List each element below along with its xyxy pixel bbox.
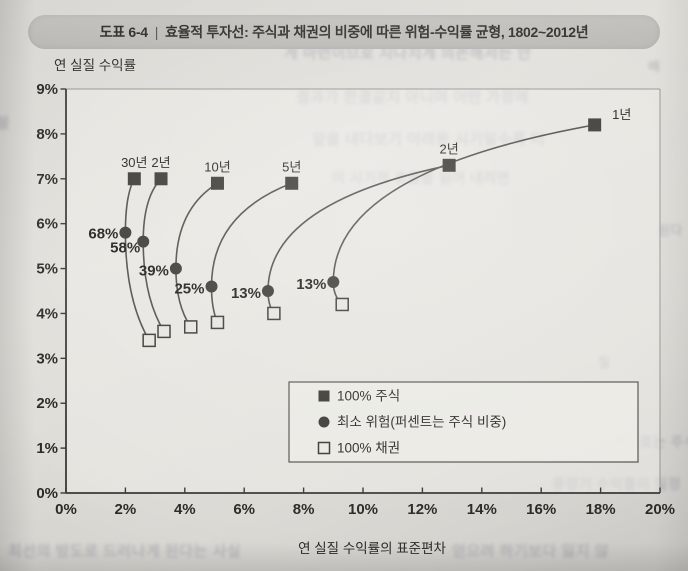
period-label: 30년 <box>121 155 147 170</box>
y-tick-label: 2% <box>36 395 58 412</box>
min-risk-marker-2년 <box>137 235 150 248</box>
stock-marker-30년 <box>127 172 141 186</box>
min-risk-marker-1년 <box>327 276 340 289</box>
x-tick-label: 2% <box>115 501 137 518</box>
x-tick-label: 4% <box>174 501 196 518</box>
legend-label: 100% 채권 <box>337 441 400 456</box>
y-tick-label: 4% <box>36 305 58 322</box>
stock-weight-label: 39% <box>139 263 169 280</box>
legend-label: 최소 위험(퍼센트는 주식 비중) <box>337 415 506 430</box>
stock-marker-2년 <box>442 158 456 172</box>
frontier-curve-2년 <box>267 164 450 314</box>
bond-marker-10년 <box>183 320 198 334</box>
min-risk-marker-10년 <box>169 262 182 275</box>
caption-separator: | <box>154 24 159 40</box>
x-tick-label: 14% <box>467 501 497 518</box>
y-axis-title: 연 실질 수익률 <box>54 58 136 73</box>
frontier-curve-1년 <box>332 124 595 306</box>
legend-box <box>288 381 639 463</box>
stock-weight-label: 13% <box>231 285 261 302</box>
y-tick-label: 3% <box>36 350 58 367</box>
x-tick-label: 12% <box>407 501 437 518</box>
stock-marker-5년 <box>285 176 299 190</box>
stock-weight-label: 13% <box>296 276 326 293</box>
figure-caption: 도표 6-4 | 효율적 투자선: 주식과 채권의 비중에 따른 위험-수익률 … <box>28 15 660 49</box>
stock-marker-2년 <box>154 172 168 186</box>
y-tick-label: 5% <box>36 261 58 278</box>
bond-marker-5년 <box>210 315 225 330</box>
y-tick-label: 6% <box>36 216 58 233</box>
min-risk-marker-5년 <box>205 280 218 293</box>
period-label: 2년 <box>439 141 458 156</box>
point-labels: 30년 68% 2년 58% 10년 39% 5년 25% 2년 13% 1년 13% <box>88 107 631 302</box>
min-risk-marker-30년 <box>119 226 132 239</box>
bond-marker-2년 <box>267 306 281 321</box>
y-tick-label: 8% <box>36 126 58 143</box>
figure-number: 도표 6-4 <box>99 24 148 40</box>
legend-filled-square-icon <box>318 390 330 402</box>
x-tick-label: 20% <box>645 501 675 518</box>
period-label: 2년 <box>151 155 170 170</box>
legend-filled-circle-icon <box>318 416 330 428</box>
x-tick-label: 16% <box>526 501 556 518</box>
data-markers <box>119 118 602 348</box>
y-tick-label: 7% <box>36 171 58 188</box>
stock-weight-label: 68% <box>88 226 118 243</box>
x-axis-title: 연 실질 수익률의 표준편차 <box>298 541 446 556</box>
stock-weight-label: 58% <box>110 240 140 257</box>
x-tick-label: 6% <box>233 501 255 518</box>
y-tick-label: 1% <box>36 440 58 457</box>
frontier-curve-5년 <box>210 182 292 323</box>
x-tick-label: 10% <box>348 501 378 518</box>
bond-marker-1년 <box>335 297 349 312</box>
stock-weight-label: 25% <box>174 281 204 298</box>
legend-open-square-icon <box>317 441 331 455</box>
bond-marker-2년 <box>157 324 171 339</box>
stock-marker-1년 <box>588 118 602 132</box>
period-label: 10년 <box>204 159 230 174</box>
bond-marker-30년 <box>142 333 156 348</box>
x-tick-label: 18% <box>586 501 616 518</box>
period-label: 5년 <box>282 159 301 174</box>
x-tick-label: 0% <box>55 501 77 518</box>
min-risk-marker-2년 <box>261 285 274 297</box>
figure-title: 효율적 투자선: 주식과 채권의 비중에 따른 위험-수익률 균형, 1802~… <box>165 24 589 40</box>
y-tick-label: 9% <box>36 81 58 98</box>
axes: 0% 1% 2% 3% 4% 5% 6% 7% 8% 9% 0% 2% 4% 6% 8% 10% 12% 14% 1… <box>36 81 675 518</box>
legend-label: 100% 주식 <box>337 389 400 404</box>
period-label: 1년 <box>612 107 631 122</box>
stock-marker-10년 <box>210 176 224 190</box>
y-tick-label: 0% <box>36 485 58 502</box>
x-tick-label: 8% <box>293 501 315 518</box>
